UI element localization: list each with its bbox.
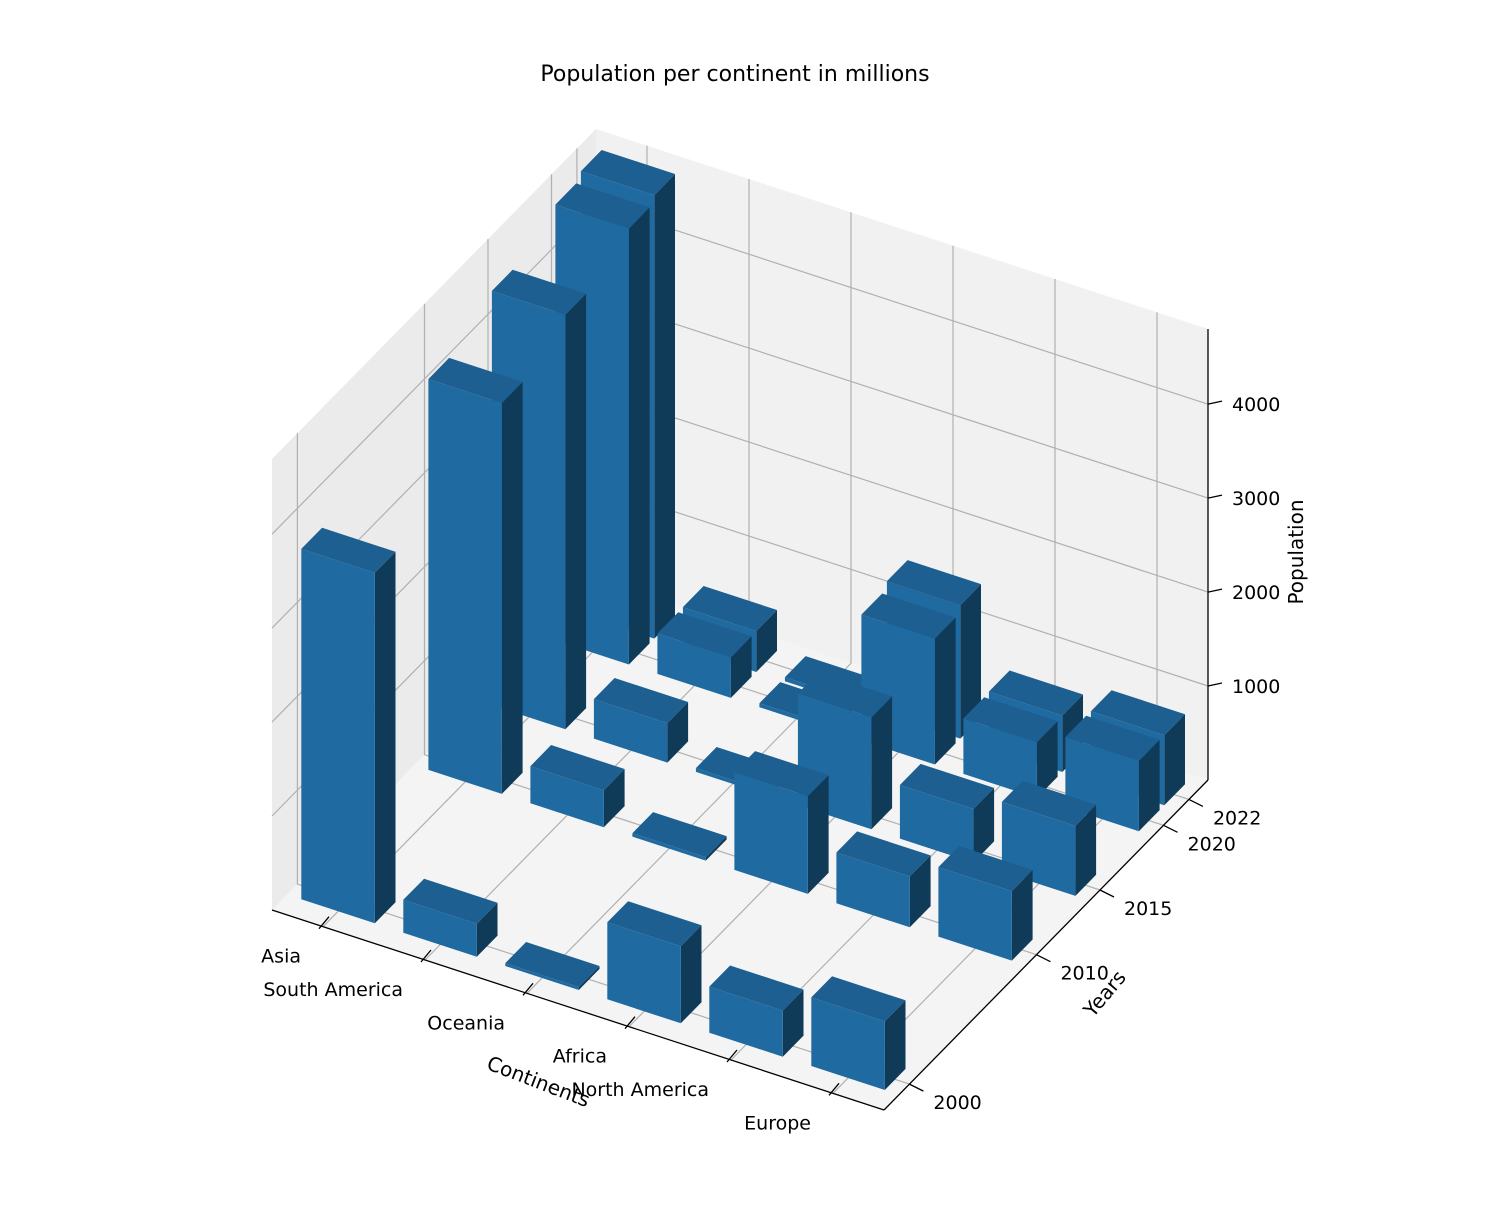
bar-europe-2010 xyxy=(938,846,1033,961)
bar-south-america-2020 xyxy=(657,612,752,698)
y-tick xyxy=(1163,824,1178,833)
y-tick-label: 2015 xyxy=(1124,898,1172,920)
bar-south-america-2015 xyxy=(593,678,689,763)
bar-south-america-2000 xyxy=(403,878,498,957)
tick-labels: Asia South America Oceania Africa North Amer… xyxy=(261,394,1280,1134)
z-tick xyxy=(1207,400,1223,405)
y-tick-label: 2010 xyxy=(1060,963,1108,985)
x-tick-label: Asia xyxy=(261,946,301,968)
bar-africa-2000 xyxy=(607,901,702,1024)
bar-oceania-2010 xyxy=(632,812,727,861)
bar-north-america-2000 xyxy=(709,965,804,1057)
y-tick-label: 2000 xyxy=(933,1092,981,1114)
y-tick xyxy=(1099,889,1115,898)
bar-asia-2000 xyxy=(301,527,396,924)
bar-africa-2010 xyxy=(734,751,829,894)
gridline-y xyxy=(423,303,1037,956)
bar-asia-2010 xyxy=(428,357,523,794)
x-tick xyxy=(726,1049,738,1063)
y-axis-line xyxy=(883,779,1209,1111)
x-tick-label: Oceania xyxy=(427,1012,505,1034)
y-tick xyxy=(1188,798,1204,807)
x-tick xyxy=(624,1016,636,1030)
x-tick-label: North America xyxy=(571,1079,709,1101)
x-tick xyxy=(318,916,330,930)
gridline-y xyxy=(296,433,910,1085)
x-tick xyxy=(828,1082,840,1096)
y-tick-label: 2022 xyxy=(1213,807,1261,829)
bar-europe-2000 xyxy=(811,976,906,1090)
y-tick xyxy=(909,1083,924,1092)
z-tick-label: 3000 xyxy=(1232,488,1280,510)
x-axis-line xyxy=(271,909,885,1111)
y-tick-label: 2020 xyxy=(1188,833,1236,855)
z-tick-label: 2000 xyxy=(1232,582,1280,604)
bar-north-america-2015 xyxy=(899,763,995,863)
z-tick xyxy=(1207,682,1223,687)
x-tick-label: Africa xyxy=(553,1046,607,1068)
chart-title: Population per continent in millions xyxy=(540,62,929,87)
bar-north-america-2020 xyxy=(963,697,1058,798)
gridline-x xyxy=(526,212,852,994)
bars xyxy=(301,150,1185,1090)
bar-oceania-2000 xyxy=(505,942,600,990)
bar-europe-2020 xyxy=(1065,715,1160,832)
z-tick xyxy=(1207,588,1223,593)
z-tick-label: 1000 xyxy=(1232,676,1280,698)
x-tick xyxy=(522,982,534,996)
bar-north-america-2010 xyxy=(836,831,931,928)
x-tick xyxy=(420,949,432,963)
x-tick-label: Europe xyxy=(744,1112,811,1134)
z-tick-label: 4000 xyxy=(1232,394,1280,416)
y-tick xyxy=(1036,954,1051,963)
z-axis-title: Population xyxy=(1284,499,1308,604)
bar-south-america-2010 xyxy=(530,745,625,828)
z-tick xyxy=(1207,494,1223,499)
x-tick-label: South America xyxy=(263,979,403,1001)
